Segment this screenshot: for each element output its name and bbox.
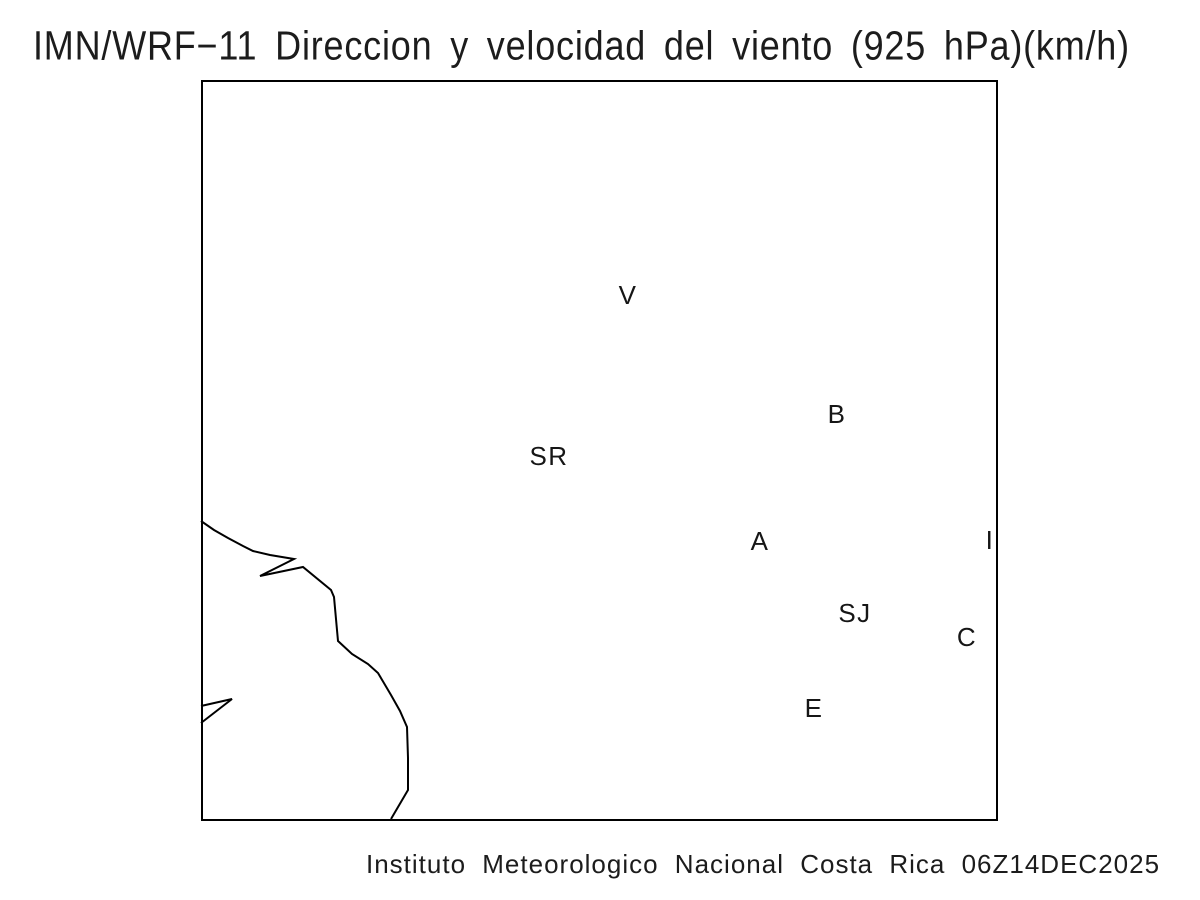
map-frame — [201, 80, 998, 821]
station-label-e: E — [804, 693, 824, 723]
station-label-i: I — [985, 525, 995, 555]
map-title: IMN/WRF−11 Direccion y velocidad del vie… — [33, 22, 1130, 69]
station-label-a: A — [750, 526, 770, 556]
station-label-c: C — [956, 622, 978, 652]
coastline-inlet-path — [200, 698, 233, 724]
station-label-sj: SJ — [838, 598, 872, 628]
station-label-sr: SR — [529, 441, 569, 471]
coastline-path — [200, 520, 409, 820]
station-label-v: V — [618, 280, 638, 310]
footer-credit: Instituto Meteorologico Nacional Costa R… — [366, 849, 1161, 879]
station-label-b: B — [827, 399, 847, 429]
